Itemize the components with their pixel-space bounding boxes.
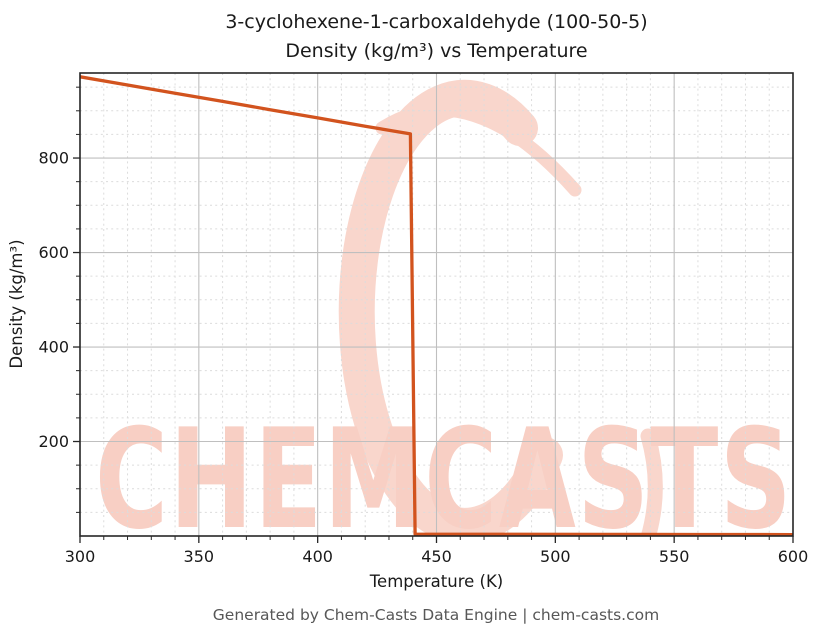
data-series — [80, 75, 793, 536]
axis-tick-labels: 300 350 400 450 500 550 600 200 400 600 800 — [38, 149, 808, 566]
x-tick-label: 500 — [540, 547, 571, 566]
x-tick-label: 350 — [184, 547, 215, 566]
x-tick-label: 300 — [65, 547, 96, 566]
chart-title: 3-cyclohexene-1-carboxaldehyde (100-50-5… — [80, 8, 793, 66]
y-axis-label: Density (kg/m³) — [7, 239, 26, 369]
watermark-logo-tail-icon — [640, 428, 663, 536]
x-tick-label: 600 — [778, 547, 809, 566]
watermark-logo-ring-icon — [338, 79, 563, 536]
y-tick-label: 400 — [38, 338, 69, 357]
x-tick-label: 450 — [421, 547, 452, 566]
x-tick-label: 400 — [302, 547, 333, 566]
chart-title-line2: Density (kg/m³) vs Temperature — [285, 40, 588, 62]
y-tick-label: 200 — [38, 432, 69, 451]
watermark-text: CHEMCASTS — [95, 399, 793, 560]
y-tick-label: 600 — [38, 243, 69, 262]
watermark-logo-arc-icon — [375, 103, 582, 197]
chart-title-line1: 3-cyclohexene-1-carboxaldehyde (100-50-5… — [225, 11, 648, 33]
y-tick-label: 800 — [38, 149, 69, 168]
axis-ticks — [73, 86, 794, 543]
watermark: CHEMCASTS — [95, 79, 793, 560]
x-tick-label: 550 — [659, 547, 690, 566]
density-curve — [80, 75, 793, 536]
x-axis-label: Temperature (K) — [369, 572, 504, 591]
footer-credit: Generated by Chem-Casts Data Engine | ch… — [212, 606, 660, 624]
